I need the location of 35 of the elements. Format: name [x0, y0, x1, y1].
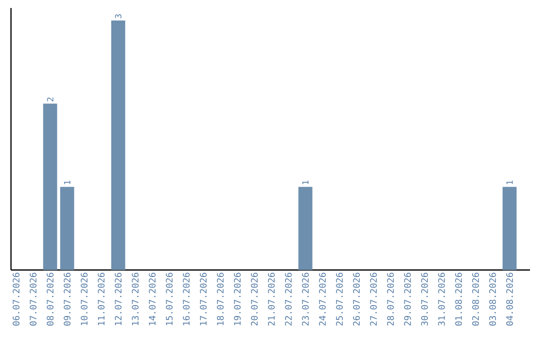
data-label: 1 [64, 180, 70, 184]
x-tick-label: 13.07.2026 [132, 272, 139, 326]
x-tick-label: 04.08.2026 [506, 272, 513, 326]
data-label: 3 [115, 14, 122, 18]
x-tick-label: 28.07.2026 [387, 272, 394, 326]
x-tick-label: 03.08.2026 [489, 272, 496, 326]
x-tick-label: 01.08.2026 [455, 272, 462, 326]
x-tick-label: 06.07.2026 [12, 272, 20, 326]
x-tick-label: 08.07.2026 [46, 272, 54, 326]
x-tick-label: 20.07.2026 [250, 272, 258, 326]
x-tick-label: 16.07.2026 [182, 272, 190, 326]
x-tick-label: 26.07.2026 [353, 272, 360, 326]
x-tick-label: 09.07.2026 [64, 272, 71, 326]
data-label: 1 [302, 180, 308, 184]
x-tick-label: 24.07.2026 [319, 272, 326, 326]
data-label: 1 [506, 180, 513, 184]
x-tick-label: 23.07.2026 [302, 272, 309, 326]
x-tick-label: 17.07.2026 [200, 272, 207, 326]
data-label: 2 [47, 98, 54, 102]
x-tick-label: 30.07.2026 [421, 272, 428, 326]
x-tick-label: 11.07.2026 [98, 272, 105, 326]
x-tick-label: 27.07.2026 [370, 272, 377, 326]
x-tick-label: 18.07.2026 [216, 272, 224, 326]
x-tick-label: 21.07.2026 [268, 272, 275, 326]
x-tick-label: 14.07.2026 [148, 272, 156, 326]
x-tick-label: 22.07.2026 [284, 272, 292, 326]
x-tick-label: 10.07.2026 [80, 272, 88, 326]
x-tick-label: 12.07.2026 [114, 272, 122, 326]
x-tick-label: 02.08.2026 [472, 272, 479, 326]
x-tick-label: 31.07.2026 [438, 272, 445, 326]
x-tick-label: 19.07.2026 [234, 272, 241, 326]
x-tick-label: 25.07.2026 [336, 272, 343, 326]
x-tick-label: 29.07.2026 [404, 272, 411, 326]
x-tick-label: 07.07.2026 [30, 272, 37, 326]
x-tick-label: 15.07.2026 [166, 272, 173, 326]
